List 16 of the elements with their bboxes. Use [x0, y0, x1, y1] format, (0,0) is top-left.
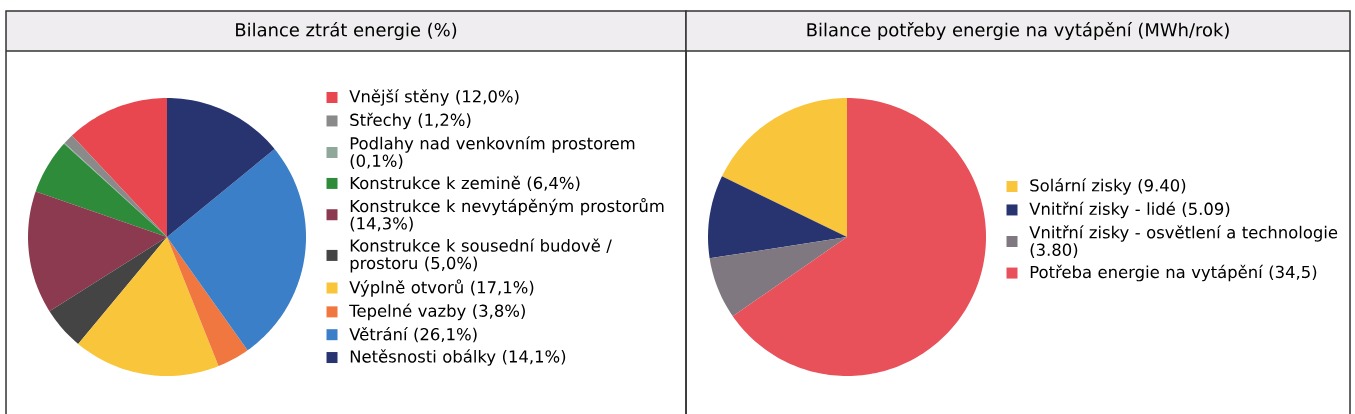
legend-label: Netěsnosti obálky (14,1%): [350, 349, 566, 366]
legend-label: Solární zisky (9.40): [1030, 178, 1186, 195]
chart-title: Bilance potřeby energie na vytápění (MWh/rok): [807, 21, 1229, 41]
legend-label: Vnitřní zisky - lidé (5.09): [1029, 201, 1230, 219]
legend-label: Konstrukce k zemině (6,4%): [350, 175, 580, 192]
legend-label: Výplně otvorů (17,1%): [349, 279, 534, 297]
legend-label: Potřeba energie na vytápění (34,5): [1030, 264, 1317, 282]
legend-label: Podlahy nad venkovním prostorem (0,1%): [350, 136, 635, 169]
legend-label: Větrání (26,1%): [349, 327, 477, 343]
legend-label: Konstrukce k sousední budově / prostoru (5,0%): [350, 238, 612, 273]
legend-label: Vnitřní zisky - osvětlení a technologie (3.80): [1029, 225, 1338, 258]
legend-label: Konstrukce k nevytápěným prostorům (14,3%): [350, 197, 664, 232]
legend-label: Tepelné vazby (3,8%): [349, 303, 525, 321]
legend-label: Vnější stěny (12,0%): [349, 89, 519, 106]
chart-title: Bilance ztrát energie (%): [236, 21, 457, 41]
legend-label: Střechy (1,2%): [350, 112, 471, 130]
